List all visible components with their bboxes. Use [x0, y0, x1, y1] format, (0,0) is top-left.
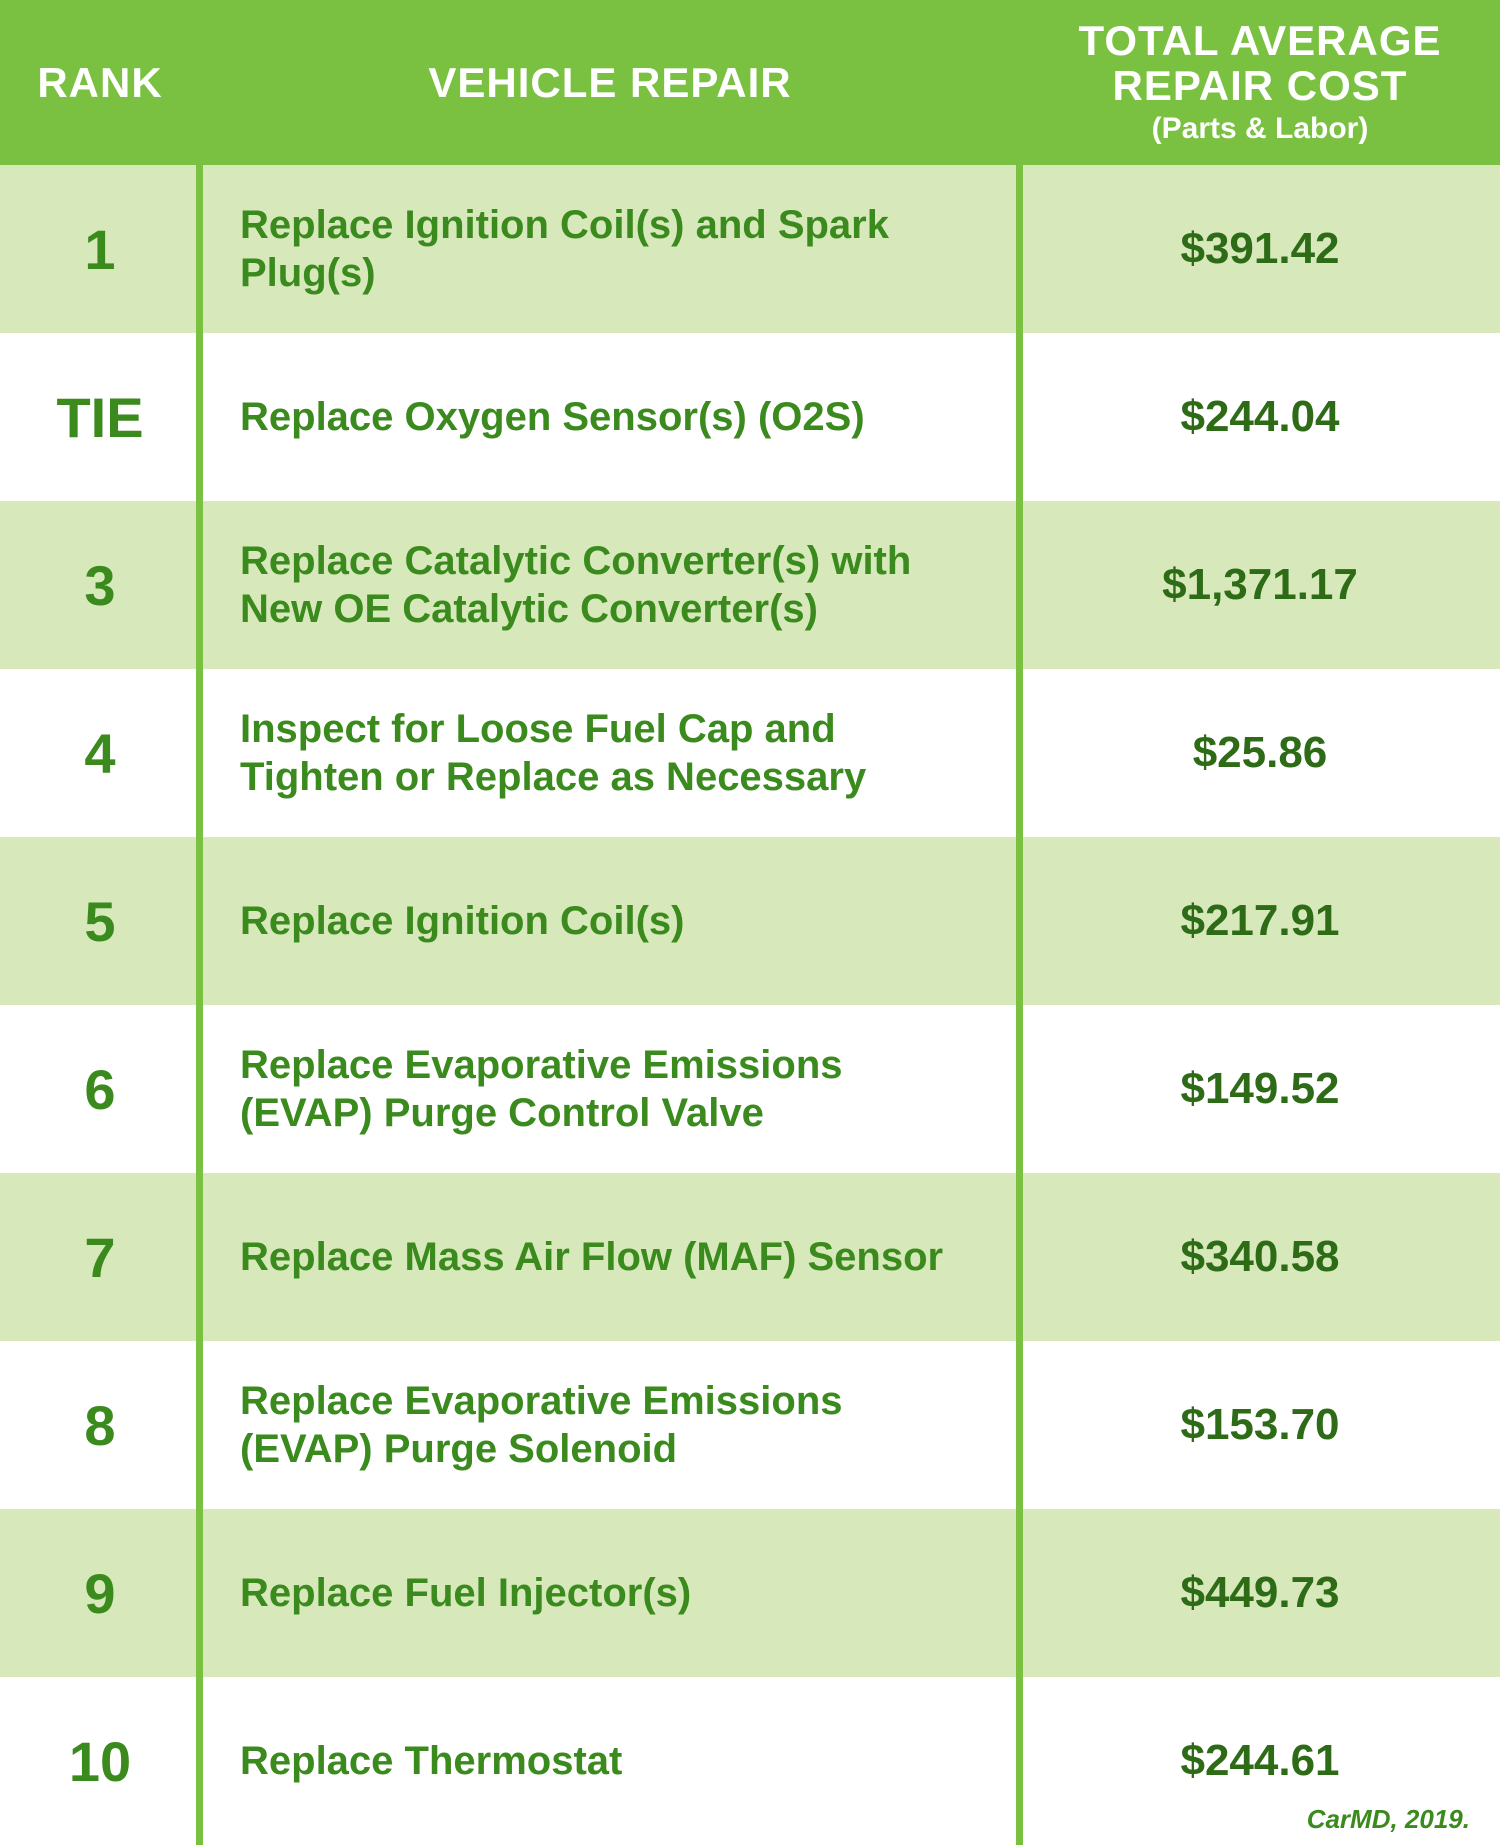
- cell-repair: Inspect for Loose Fuel Cap and Tighten o…: [200, 705, 1020, 801]
- table-row: 3Replace Catalytic Converter(s) with New…: [0, 501, 1500, 669]
- column-divider: [1016, 0, 1023, 1845]
- cell-repair: Replace Thermostat: [200, 1737, 1020, 1785]
- cell-rank: 8: [0, 1393, 200, 1458]
- cell-repair: Replace Evaporative Emissions (EVAP) Pur…: [200, 1377, 1020, 1473]
- cell-rank: 10: [0, 1729, 200, 1794]
- cell-repair: Replace Evaporative Emissions (EVAP) Pur…: [200, 1041, 1020, 1137]
- table-row: 6Replace Evaporative Emissions (EVAP) Pu…: [0, 1005, 1500, 1173]
- cell-cost: $25.86: [1020, 728, 1500, 778]
- cell-rank: 1: [0, 217, 200, 282]
- cell-rank: 3: [0, 553, 200, 618]
- header-cost-title: TOTAL AVERAGE REPAIR COST: [1050, 19, 1470, 107]
- cell-cost: $244.04: [1020, 392, 1500, 442]
- cell-rank: 7: [0, 1225, 200, 1290]
- table-row: TIEReplace Oxygen Sensor(s) (O2S)$244.04: [0, 333, 1500, 501]
- cell-repair: Replace Fuel Injector(s): [200, 1569, 1020, 1617]
- table-header: RANK VEHICLE REPAIR TOTAL AVERAGE REPAIR…: [0, 0, 1500, 165]
- cell-cost: $340.58: [1020, 1232, 1500, 1282]
- cell-cost: $217.91: [1020, 896, 1500, 946]
- cell-rank: 6: [0, 1057, 200, 1122]
- table-body: 1Replace Ignition Coil(s) and Spark Plug…: [0, 165, 1500, 1845]
- cell-rank: 9: [0, 1561, 200, 1626]
- source-attribution: CarMD, 2019.: [1307, 1804, 1470, 1835]
- table-row: 9Replace Fuel Injector(s)$449.73: [0, 1509, 1500, 1677]
- cell-repair: Replace Oxygen Sensor(s) (O2S): [200, 393, 1020, 441]
- cell-cost: $449.73: [1020, 1568, 1500, 1618]
- cell-repair: Replace Ignition Coil(s) and Spark Plug(…: [200, 201, 1020, 297]
- table-row: 7Replace Mass Air Flow (MAF) Sensor$340.…: [0, 1173, 1500, 1341]
- cell-repair: Replace Mass Air Flow (MAF) Sensor: [200, 1233, 1020, 1281]
- cell-rank: 5: [0, 889, 200, 954]
- cell-cost: $244.61: [1020, 1736, 1500, 1786]
- cell-repair: Replace Ignition Coil(s): [200, 897, 1020, 945]
- header-repair: VEHICLE REPAIR: [200, 59, 1020, 107]
- cell-cost: $149.52: [1020, 1064, 1500, 1114]
- repair-cost-table: RANK VEHICLE REPAIR TOTAL AVERAGE REPAIR…: [0, 0, 1500, 1845]
- table-row: 4Inspect for Loose Fuel Cap and Tighten …: [0, 669, 1500, 837]
- column-divider: [196, 0, 203, 1845]
- cell-rank: TIE: [0, 385, 200, 450]
- cell-rank: 4: [0, 721, 200, 786]
- header-cost-sub: (Parts & Labor): [1050, 112, 1470, 146]
- table-row: 10Replace Thermostat$244.61: [0, 1677, 1500, 1845]
- table-row: 5Replace Ignition Coil(s)$217.91: [0, 837, 1500, 1005]
- header-cost: TOTAL AVERAGE REPAIR COST (Parts & Labor…: [1020, 19, 1500, 145]
- table-row: 8Replace Evaporative Emissions (EVAP) Pu…: [0, 1341, 1500, 1509]
- cell-cost: $1,371.17: [1020, 560, 1500, 610]
- cell-cost: $153.70: [1020, 1400, 1500, 1450]
- table-row: 1Replace Ignition Coil(s) and Spark Plug…: [0, 165, 1500, 333]
- header-rank: RANK: [0, 59, 200, 107]
- cell-cost: $391.42: [1020, 224, 1500, 274]
- cell-repair: Replace Catalytic Converter(s) with New …: [200, 537, 1020, 633]
